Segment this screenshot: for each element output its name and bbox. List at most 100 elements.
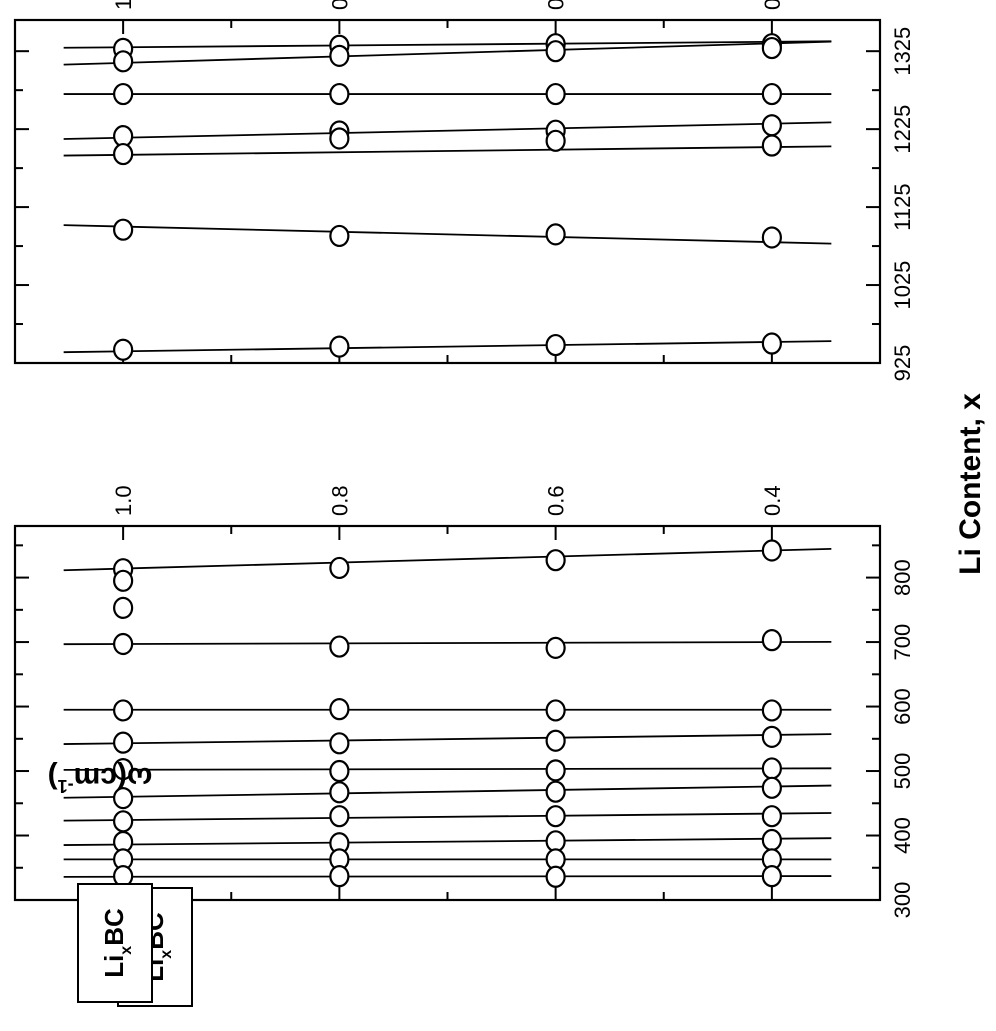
legend: LixBC xyxy=(77,883,153,1003)
data-point-marker xyxy=(761,539,782,562)
legend-label-subscript: x xyxy=(158,950,175,959)
data-point-marker xyxy=(545,129,566,152)
data-point-marker xyxy=(545,549,566,572)
data-point-marker xyxy=(761,828,782,852)
data-point-marker xyxy=(113,810,134,833)
data-point-marker xyxy=(113,699,134,722)
legend-box xyxy=(77,883,153,1003)
series-fit-line xyxy=(63,767,832,771)
frequency-tick-label: 700 xyxy=(890,624,915,661)
series-fit-line xyxy=(63,145,832,157)
li-content-tick-label: 0.4 xyxy=(760,485,785,516)
y-axis-title-sup: -1 xyxy=(58,776,74,796)
series-fit-line xyxy=(63,121,832,140)
li-content-tick-label: 0.4 xyxy=(760,0,785,10)
data-point-marker xyxy=(761,36,782,60)
data-point-marker xyxy=(761,725,782,748)
frequency-tick-label: 500 xyxy=(890,753,915,790)
frequency-tick-label: 1125 xyxy=(890,183,915,230)
data-point-marker xyxy=(761,134,782,157)
data-point-marker xyxy=(113,596,134,619)
data-point-marker xyxy=(545,636,566,659)
legend-label: LixBC xyxy=(99,908,135,978)
data-point-marker xyxy=(113,632,134,656)
data-point-marker xyxy=(329,698,350,721)
data-point-marker xyxy=(545,699,566,722)
data-point-marker xyxy=(761,629,782,652)
data-point-marker xyxy=(329,82,350,106)
data-point-marker xyxy=(329,44,350,67)
li-content-tick-label: 0.8 xyxy=(327,0,352,10)
li-content-tick-label: 0.6 xyxy=(544,0,569,10)
data-point-marker xyxy=(545,223,566,246)
data-point-marker xyxy=(329,127,350,150)
frequency-tick-label: 925 xyxy=(890,345,915,382)
series-fit-line xyxy=(63,640,832,646)
data-point-marker xyxy=(761,865,782,888)
y-axis-title: ω(cm-1) xyxy=(48,761,153,796)
li-content-tick-label: 0.6 xyxy=(544,485,569,516)
series-fit-line xyxy=(63,40,832,49)
frequency-tick-label: 800 xyxy=(890,559,915,596)
legend-label-subscript: x xyxy=(118,946,135,955)
frequency-tick-label: 300 xyxy=(890,882,915,919)
data-point-marker xyxy=(761,805,782,828)
data-point-marker xyxy=(761,776,782,799)
li-content-tick-label: 1.0 xyxy=(111,0,136,10)
plot-frame xyxy=(13,18,882,365)
data-point-marker xyxy=(113,758,134,781)
data-point-marker xyxy=(545,865,566,888)
data-point-marker xyxy=(545,759,566,782)
frequency-tick-label: 1025 xyxy=(890,261,915,310)
data-point-marker xyxy=(761,226,782,249)
data-point-marker xyxy=(113,82,134,106)
series-fit-line xyxy=(63,812,832,822)
data-point-marker xyxy=(545,40,566,63)
data-point-marker xyxy=(113,338,134,361)
frequency-tick-label: 600 xyxy=(890,688,915,725)
y-axis-title-main: ω(cm xyxy=(74,761,153,794)
data-point-marker xyxy=(329,635,350,658)
data-point-marker xyxy=(113,50,134,73)
series-fit-line xyxy=(63,340,832,354)
series-fit-line xyxy=(63,40,832,66)
y-axis-title-close: ) xyxy=(48,761,58,794)
x-axis-title: Li Content, x xyxy=(954,393,987,575)
data-point-marker xyxy=(761,757,782,780)
series-fit-line xyxy=(63,224,832,245)
data-point-marker xyxy=(761,82,782,106)
series-fit-line xyxy=(63,733,832,745)
data-point-marker xyxy=(329,224,350,248)
series-fit-line xyxy=(63,837,832,846)
data-point-marker xyxy=(545,729,566,752)
data-point-marker xyxy=(545,82,566,106)
data-point-marker xyxy=(545,333,566,357)
data-point-marker xyxy=(545,780,566,803)
frequency-tick-label: 1325 xyxy=(890,27,915,76)
data-point-marker xyxy=(113,787,134,810)
data-point-marker xyxy=(329,556,350,580)
legend-label-rest: BC xyxy=(99,908,129,946)
legend-label-main: Li xyxy=(99,955,129,978)
data-point-marker xyxy=(113,731,134,754)
data-point-marker xyxy=(329,759,350,783)
data-point-marker xyxy=(113,142,134,166)
series-fit-line xyxy=(63,547,832,572)
data-point-marker xyxy=(761,114,782,137)
data-point-marker xyxy=(545,805,566,828)
data-point-marker xyxy=(113,569,134,592)
data-point-marker xyxy=(329,865,350,888)
data-point-marker xyxy=(113,218,134,241)
li-content-tick-label: 0.8 xyxy=(327,485,352,516)
series-fit-line xyxy=(63,784,832,799)
frequency-tick-label: 400 xyxy=(890,817,915,854)
series-fit-line xyxy=(63,875,832,878)
data-point-marker xyxy=(761,699,782,722)
li-content-tick-label: 1.0 xyxy=(111,485,136,516)
data-point-marker xyxy=(329,781,350,804)
frequency-tick-label: 1225 xyxy=(890,105,915,154)
